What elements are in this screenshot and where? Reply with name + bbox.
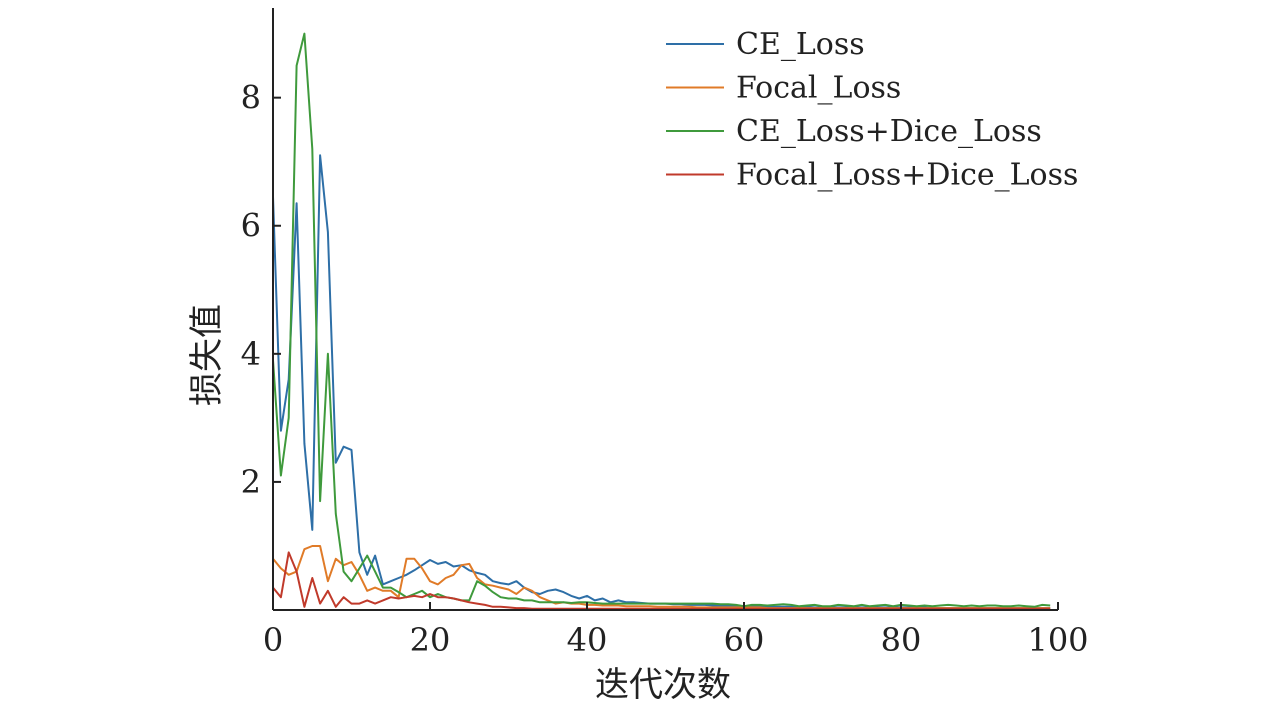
legend-label: Focal_Loss+Dice_Loss [736,158,1078,193]
x-tick-label: 0 [263,621,283,659]
legend-label: Focal_Loss [736,71,901,106]
series-line-focal-loss [272,545,1051,610]
x-axis-title: 迭代次数 [595,665,731,705]
legend-label: CE_Loss+Dice_Loss [736,114,1042,149]
y-tick-label: 8 [241,79,261,117]
y-tick-label: 4 [241,335,261,373]
x-tick-label: 100 [1027,621,1088,659]
series-line-focal-loss-dice-loss [272,551,1051,610]
x-tick-label: 80 [881,621,922,659]
x-tick-label: 40 [567,621,608,659]
axes-group [272,8,1058,611]
series-group [272,32,1051,610]
legend: CE_Loss Focal_Loss CE_Loss+Dice_Loss Focal_… [666,27,1078,193]
x-tick-label: 60 [724,621,765,659]
y-axis-title: 损失值 [187,304,227,406]
legend-label: CE_Loss [736,27,865,62]
series-line-ce-loss-dice-loss [272,32,1051,608]
y-tick-label: 6 [241,207,261,245]
series-line-ce-loss [272,154,1051,610]
ticks-group: 0 20 40 60 80 100 2 4 6 8 [241,79,1089,659]
x-tick-label: 20 [410,621,451,659]
y-tick-label: 2 [241,463,261,501]
